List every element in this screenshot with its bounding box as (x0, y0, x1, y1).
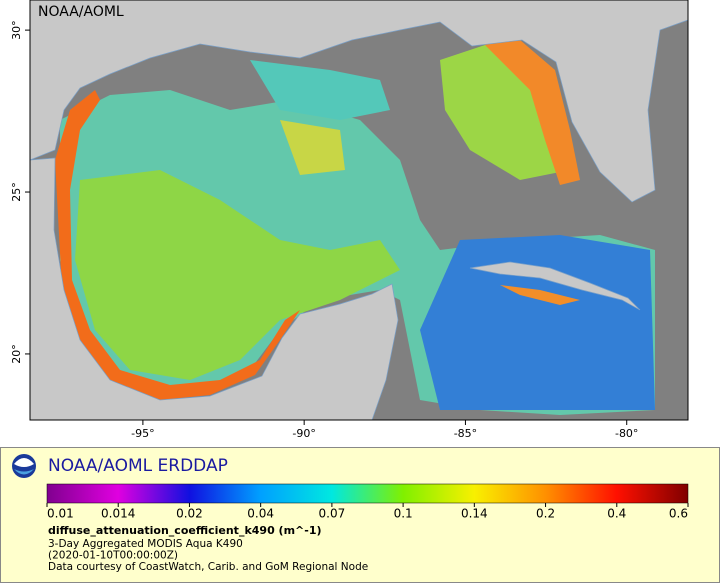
map-frame (29, 0, 689, 421)
colorbar-tick-label: 0.6 (669, 507, 688, 521)
x-tick-label: -95° (131, 427, 154, 440)
axes: -95° -90° -85° -80° 20° 25° 30° (10, 20, 638, 440)
colorbar-tick-label: 0.04 (247, 507, 274, 521)
legend-line: (2020-01-10T00:00:00Z) (48, 550, 178, 562)
colorbar-tick-label: 0.014 (101, 507, 135, 521)
noaa-logo (12, 454, 36, 478)
colorbar-tick-label: 0.2 (536, 507, 555, 521)
x-tick-label: -85° (454, 427, 477, 440)
colorbar-tick-label: 0.01 (47, 507, 74, 521)
x-tick-label: -80° (615, 427, 638, 440)
legend-box (0, 447, 720, 583)
colorbar-tick-label: 0.14 (461, 507, 488, 521)
map: NOAA/AOML (30, 0, 688, 420)
colorbar (46, 483, 689, 504)
variable-name: diffuse_attenuation_coefficient_k490 (m^… (48, 524, 322, 537)
colorbar-tick-label: 0.02 (176, 507, 203, 521)
y-tick-label: 20° (10, 344, 23, 364)
land (30, 0, 688, 420)
colorbar-tick-label: 0.07 (319, 507, 346, 521)
legend-line: Data courtesy of CoastWatch, Carib. and … (48, 561, 368, 573)
colorbar-tick-label: 0.4 (607, 507, 626, 521)
watermark: NOAA/AOML (38, 4, 124, 20)
legend-title: NOAA/AOML ERDDAP (48, 456, 228, 476)
colorbar-tick-label: 0.1 (394, 507, 413, 521)
data-imagery (55, 20, 655, 415)
x-tick-label: -90° (292, 427, 315, 440)
legend-line: 3-Day Aggregated MODIS Aqua K490 (48, 538, 243, 550)
y-tick-label: 30° (10, 20, 23, 40)
y-tick-label: 25° (10, 182, 23, 202)
